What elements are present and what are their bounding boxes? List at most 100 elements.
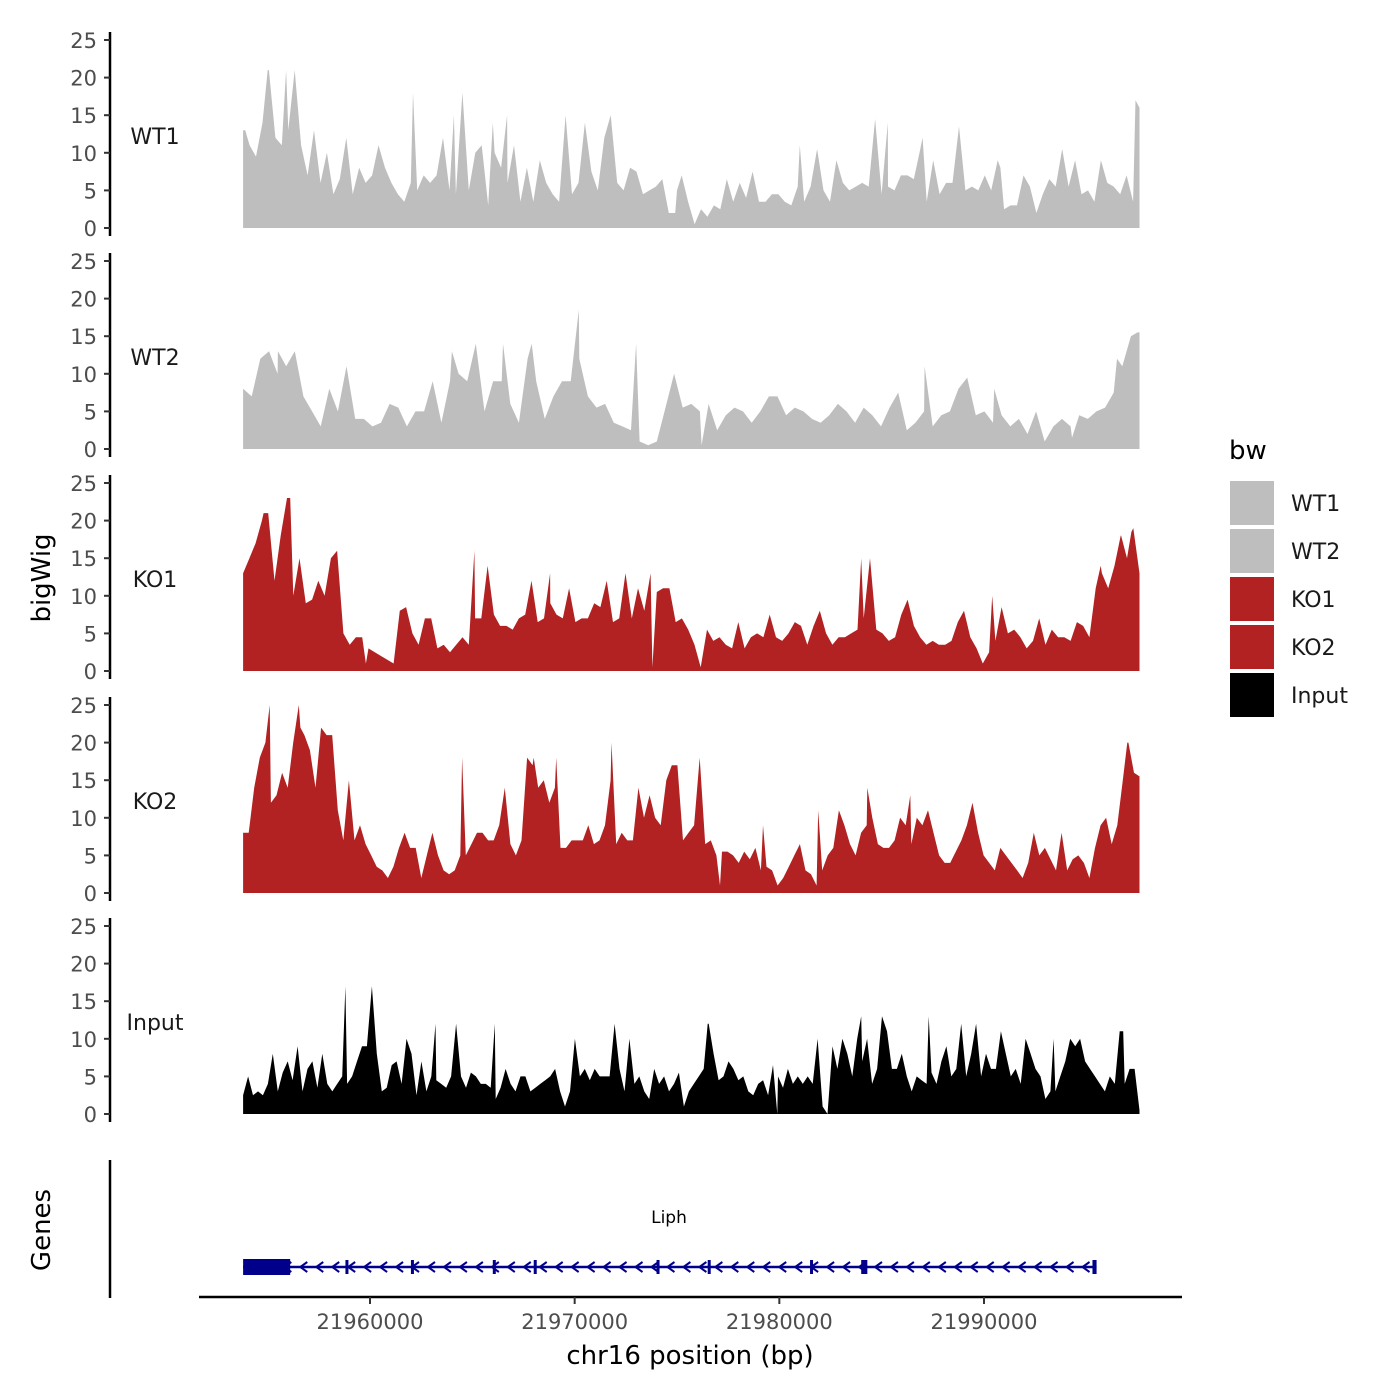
strand-arrow <box>1064 1261 1075 1273</box>
gene-track: Liph <box>108 1160 1097 1298</box>
gene-exon <box>707 1260 711 1274</box>
track-label-wt2: WT2 <box>130 346 179 371</box>
y-tick-label: 15 <box>70 104 97 128</box>
strand-arrow <box>873 1261 883 1273</box>
y-tick-label: 25 <box>70 29 97 53</box>
y-tick-label: 5 <box>84 844 97 868</box>
x-tick-label: 21980000 <box>726 1310 833 1334</box>
strand-arrow <box>985 1261 995 1273</box>
gene-exon <box>1092 1260 1097 1274</box>
track-label-ko2: KO2 <box>133 790 178 815</box>
legend-label-wt2: WT2 <box>1291 540 1340 565</box>
strand-arrow <box>1048 1261 1059 1273</box>
legend: WT1 WT2 KO1 KO2 Input <box>1228 479 1348 719</box>
strand-arrow <box>825 1261 835 1273</box>
y-tick-label: 15 <box>70 547 97 571</box>
gene-exon <box>861 1260 868 1274</box>
y-tick-label: 5 <box>84 400 97 424</box>
legend-title: bw <box>1229 436 1267 466</box>
track-wt1: WT1 0 5 10 15 20 25 <box>70 29 1140 241</box>
y-tick-label: 0 <box>84 1103 97 1127</box>
legend-swatch-wt1 <box>1228 479 1276 527</box>
strand-arrow <box>314 1261 324 1273</box>
genes-track-title: Genes <box>27 1189 57 1271</box>
gene-name-label: Liph <box>651 1208 687 1228</box>
y-tick-label: 10 <box>70 1028 97 1052</box>
strand-arrow <box>378 1261 388 1273</box>
legend-swatch-input <box>1228 671 1276 719</box>
track-label-wt1: WT1 <box>130 125 179 150</box>
strand-arrow <box>841 1261 851 1273</box>
strand-arrow <box>649 1261 660 1273</box>
x-tick-label: 21970000 <box>521 1310 628 1334</box>
strand-arrow <box>569 1261 580 1273</box>
legend-label-ko1: KO1 <box>1291 588 1336 613</box>
y-tick-label: 10 <box>70 807 97 831</box>
y-tick-label: 20 <box>70 510 97 534</box>
strand-arrow <box>1016 1261 1027 1273</box>
signal-area-wt1 <box>243 70 1140 228</box>
strand-arrow <box>553 1261 564 1273</box>
y-tick-label: 5 <box>84 179 97 203</box>
strand-arrow <box>601 1261 612 1273</box>
legend-swatch-ko1 <box>1228 575 1276 623</box>
strand-arrow <box>793 1261 803 1273</box>
strand-arrow <box>713 1261 723 1273</box>
strand-arrow <box>1080 1261 1091 1273</box>
track-label-input: Input <box>127 1011 184 1036</box>
gene-exon <box>492 1260 496 1274</box>
strand-arrow <box>458 1261 468 1273</box>
strand-arrow <box>522 1261 532 1273</box>
y-tick-label: 0 <box>84 660 97 684</box>
strand-arrow <box>729 1261 739 1273</box>
y-tick-label: 25 <box>70 472 97 496</box>
strand-arrow <box>633 1261 644 1273</box>
strand-arrow <box>442 1261 452 1273</box>
legend-swatch-wt2 <box>1228 527 1276 575</box>
track-wt2: WT2 0 5 10 15 20 25 <box>70 250 1140 462</box>
strand-arrow <box>617 1261 628 1273</box>
legend-swatch-ko2 <box>1228 623 1276 671</box>
y-tick-label: 5 <box>84 622 97 646</box>
strand-arrow <box>394 1261 404 1273</box>
strand-arrow <box>330 1261 340 1273</box>
strand-arrow <box>474 1261 484 1273</box>
y-tick-label: 20 <box>70 732 97 756</box>
x-axis: 21960000 21970000 21980000 21990000 <box>199 1295 1182 1334</box>
strand-arrow <box>665 1261 676 1273</box>
y-tick-label: 5 <box>84 1065 97 1089</box>
strand-arrow <box>905 1261 915 1273</box>
legend-label-input: Input <box>1291 684 1348 709</box>
strand-arrow <box>697 1261 707 1273</box>
strand-arrow <box>889 1261 899 1273</box>
strand-arrow <box>953 1261 963 1273</box>
signal-tracks: WT10510152025WT20510152025KO10510152025K… <box>70 29 1140 1127</box>
y-tick-label: 15 <box>70 990 97 1014</box>
strand-arrow <box>298 1261 308 1273</box>
legend-label-wt1: WT1 <box>1291 492 1340 517</box>
gene-exon <box>345 1260 349 1274</box>
signal-area-ko2 <box>243 705 1140 893</box>
signal-area-ko1 <box>243 498 1140 671</box>
strand-arrow <box>681 1261 691 1273</box>
gene-exon <box>410 1260 414 1274</box>
strand-arrow <box>362 1261 372 1273</box>
y-tick-label: 10 <box>70 585 97 609</box>
y-tick-label: 10 <box>70 363 97 387</box>
signal-area-wt2 <box>243 309 1140 449</box>
track-ko2: KO2 0 5 10 15 20 25 <box>70 694 1140 906</box>
x-tick-label: 21990000 <box>931 1310 1038 1334</box>
strand-arrow <box>538 1261 548 1273</box>
y-tick-label: 15 <box>70 325 97 349</box>
y-tick-label: 0 <box>84 438 97 462</box>
legend-label-ko2: KO2 <box>1291 636 1336 661</box>
y-tick-label: 0 <box>84 882 97 906</box>
strand-arrow <box>1000 1261 1011 1273</box>
signal-area-input <box>243 986 1140 1114</box>
strand-arrow <box>937 1261 947 1273</box>
strand-arrow <box>585 1261 596 1273</box>
strand-arrow <box>1032 1261 1043 1273</box>
gene-exon <box>810 1260 814 1274</box>
x-tick-label: 21960000 <box>317 1310 424 1334</box>
